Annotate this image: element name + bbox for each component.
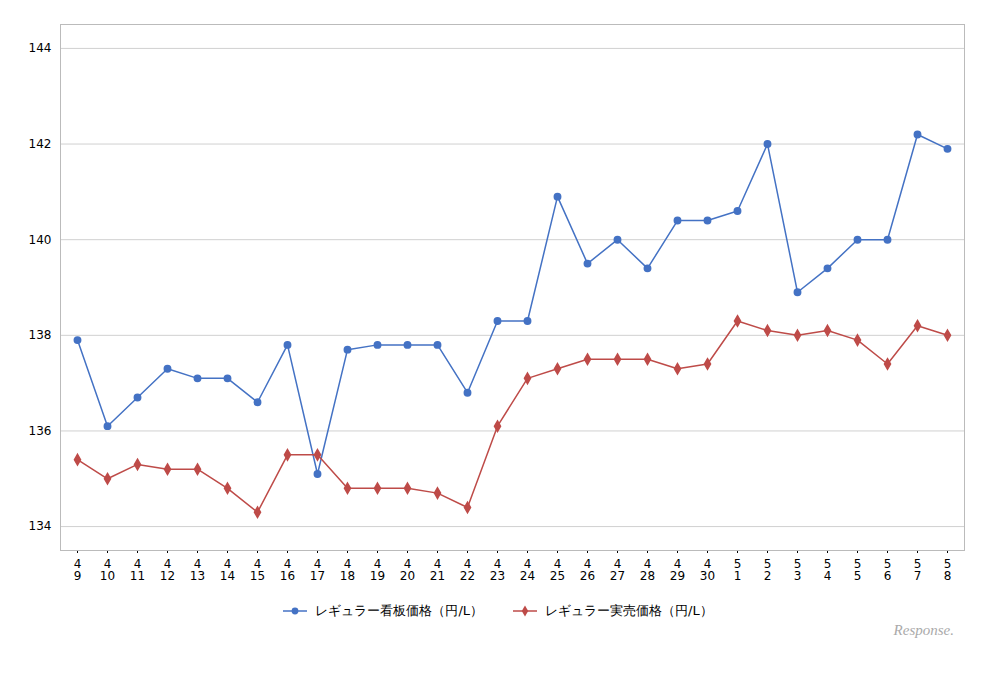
svg-text:134: 134 — [29, 519, 52, 533]
svg-text:144: 144 — [29, 41, 52, 55]
svg-text:138: 138 — [29, 328, 52, 342]
svg-text:54: 54 — [824, 557, 832, 583]
svg-text:413: 413 — [190, 557, 205, 583]
svg-text:425: 425 — [550, 557, 565, 583]
svg-text:416: 416 — [280, 557, 295, 583]
svg-text:140: 140 — [29, 233, 52, 247]
svg-text:420: 420 — [400, 557, 415, 583]
svg-text:422: 422 — [460, 557, 475, 583]
svg-text:421: 421 — [430, 557, 445, 583]
svg-text:419: 419 — [370, 557, 385, 583]
svg-text:52: 52 — [764, 557, 772, 583]
svg-text:58: 58 — [944, 557, 952, 583]
svg-text:417: 417 — [310, 557, 325, 583]
svg-text:423: 423 — [490, 557, 505, 583]
svg-text:428: 428 — [640, 557, 655, 583]
svg-text:57: 57 — [914, 557, 922, 583]
svg-text:51: 51 — [734, 557, 742, 583]
svg-text:415: 415 — [250, 557, 265, 583]
svg-text:136: 136 — [29, 424, 52, 438]
svg-text:49: 49 — [74, 557, 82, 583]
svg-text:424: 424 — [520, 557, 535, 583]
svg-text:429: 429 — [670, 557, 685, 583]
svg-text:427: 427 — [610, 557, 625, 583]
svg-text:412: 412 — [160, 557, 175, 583]
svg-text:142: 142 — [29, 137, 52, 151]
svg-text:410: 410 — [100, 557, 115, 583]
svg-text:418: 418 — [340, 557, 355, 583]
html-text:Response.: Response. — [893, 622, 954, 638]
svg-text:55: 55 — [854, 557, 862, 583]
svg-text:414: 414 — [220, 557, 235, 583]
html-text:レギュラー看板価格（円/L）: レギュラー看板価格（円/L） — [315, 603, 483, 618]
svg-text:56: 56 — [884, 557, 892, 583]
svg-text:411: 411 — [130, 557, 145, 583]
html-text:レギュラー実売価格（円/L）: レギュラー実売価格（円/L） — [545, 603, 713, 618]
svg-text:426: 426 — [580, 557, 595, 583]
svg-text:430: 430 — [700, 557, 715, 583]
svg-text:53: 53 — [794, 557, 802, 583]
